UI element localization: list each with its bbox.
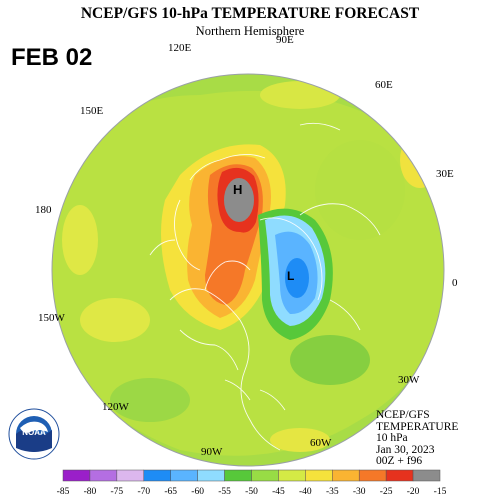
warm-gray-core xyxy=(224,178,254,222)
low-marker: L xyxy=(287,269,294,283)
colorbar-tick-label: -35 xyxy=(326,487,339,497)
colorbar: -85 -80 -75 -70 -65 -60 -55 -50 -45 -40 -35 -30 -25 -… xyxy=(57,469,447,497)
map-outline xyxy=(51,73,445,467)
lon-label-90w: 90W xyxy=(201,446,223,458)
date-stamp: FEB 02 xyxy=(11,44,93,71)
colorbar-tick-label: -55 xyxy=(218,487,231,497)
colorbar-swatch xyxy=(412,469,441,482)
patch-yellow-n xyxy=(260,81,340,109)
lon-label-0: 0 xyxy=(452,277,458,289)
colorbar-swatch xyxy=(197,469,225,482)
colorbar-swatch xyxy=(385,469,414,482)
colorbar-swatch xyxy=(305,469,333,482)
lon-label-150e: 150E xyxy=(80,105,104,117)
lon-label-150w: 150W xyxy=(38,312,65,324)
colorbar-swatch xyxy=(358,469,387,482)
lon-label-120w: 120W xyxy=(102,401,129,413)
high-marker: H xyxy=(233,182,242,197)
lon-label-60e: 60E xyxy=(375,79,393,91)
colorbar-tick-label: -85 xyxy=(57,487,70,497)
lon-label-60w: 60W xyxy=(310,437,332,449)
colorbar-tick-label: -75 xyxy=(111,487,124,497)
info-line-forecast: 00Z + f96 xyxy=(376,455,423,467)
colorbar-swatch xyxy=(116,469,145,482)
info-line-date: Jan 30, 2023 xyxy=(376,443,435,456)
lon-label-90e: 90E xyxy=(276,34,294,46)
patch-yellow-nw xyxy=(80,298,150,342)
colorbar-swatch xyxy=(278,469,306,482)
colorbar-swatch xyxy=(170,469,198,482)
colorbar-swatch xyxy=(224,469,252,482)
lon-label-30e: 30E xyxy=(436,168,454,180)
cold-deepblue-core xyxy=(285,258,309,298)
chart-subtitle: Northern Hemisphere xyxy=(195,24,305,38)
colorbar-swatch xyxy=(62,469,91,482)
patch-yellow-w xyxy=(62,205,98,275)
colorbar-swatch xyxy=(143,469,171,482)
patch-lime-e xyxy=(315,140,405,240)
patch-yellow-s xyxy=(270,428,330,452)
colorbar-tick-label: -40 xyxy=(299,487,312,497)
colorbar-tick-label: -25 xyxy=(380,487,393,497)
colorbar-tick-label: -60 xyxy=(191,487,204,497)
colorbar-swatch xyxy=(332,469,360,482)
colorbar-tick-label: -20 xyxy=(407,487,420,497)
colorbar-tick-label: -65 xyxy=(164,487,177,497)
colorbar-tick-label: -45 xyxy=(272,487,285,497)
info-line-source: NCEP/GFS xyxy=(376,409,430,421)
coastlines xyxy=(149,122,381,451)
patch-green-se xyxy=(290,335,370,385)
info-line-field: TEMPERATURE xyxy=(376,420,459,433)
chart-title: NCEP/GFS 10-hPa TEMPERATURE FORECAST xyxy=(80,5,420,22)
colorbar-tick-label: -30 xyxy=(353,487,366,497)
info-line-level: 10 hPa xyxy=(376,432,408,444)
info-block: NCEP/GFS TEMPERATURE 10 hPa Jan 30, 2023… xyxy=(376,409,459,468)
patch-green-sw xyxy=(110,378,190,422)
lon-label-180: 180 xyxy=(35,204,52,216)
patch-yellow-e xyxy=(400,132,440,188)
colorbar-swatch xyxy=(251,469,279,482)
noaa-logo: NOAA xyxy=(8,408,60,460)
lon-label-30w: 30W xyxy=(398,374,420,386)
colorbar-swatch xyxy=(89,469,118,482)
lon-label-120e: 120E xyxy=(168,42,192,54)
colorbar-tick-label: -70 xyxy=(137,487,150,497)
colorbar-tick-label: -15 xyxy=(434,487,447,497)
colorbar-tick-label: -50 xyxy=(245,487,258,497)
colorbar-tick-label: -80 xyxy=(84,487,97,497)
noaa-logo-text: NOAA xyxy=(22,428,46,437)
